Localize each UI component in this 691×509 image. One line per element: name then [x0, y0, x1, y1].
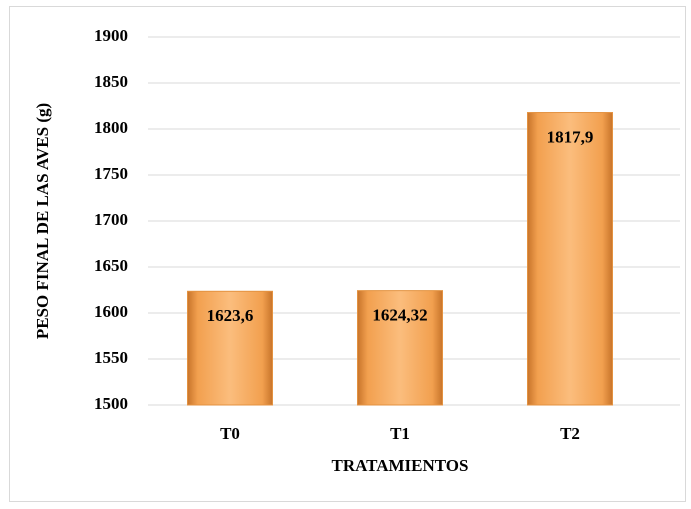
- y-tick-label: 1750: [94, 164, 128, 183]
- y-tick-label: 1800: [94, 118, 128, 137]
- y-tick-label: 1650: [94, 256, 128, 275]
- x-tick-label: T1: [390, 424, 410, 443]
- y-tick-label: 1500: [94, 394, 128, 413]
- bar: [187, 290, 273, 406]
- y-tick-label: 1550: [94, 348, 128, 367]
- y-tick-label: 1850: [94, 72, 128, 91]
- x-tick-label: T2: [560, 424, 580, 443]
- bar: [527, 112, 613, 406]
- bar: [357, 290, 443, 406]
- y-axis-title: PESO FINAL DE LAS AVES (g): [33, 103, 52, 339]
- chart-border: [9, 6, 686, 502]
- y-tick-label: 1600: [94, 302, 128, 321]
- x-tick-label: T0: [220, 424, 240, 443]
- y-tick-label: 1700: [94, 210, 128, 229]
- y-tick-label: 1900: [94, 26, 128, 45]
- data-label: 1623,6: [207, 306, 254, 325]
- x-axis-title: TRATAMIENTOS: [332, 456, 469, 475]
- data-label: 1817,9: [547, 127, 594, 146]
- data-label: 1624,32: [372, 306, 427, 325]
